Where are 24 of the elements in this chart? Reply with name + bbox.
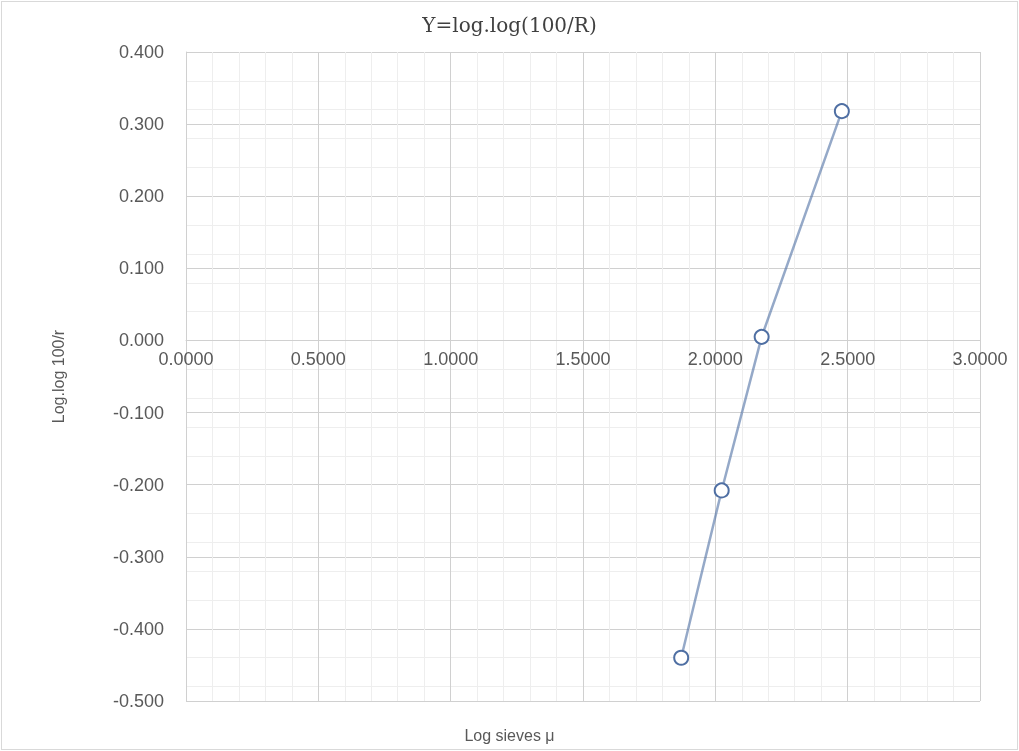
y-tick-label: -0.500: [112, 691, 164, 711]
point: [833, 103, 850, 120]
x-tick-label: 3.0000: [952, 349, 1008, 370]
y-tick-label: -0.300: [112, 546, 164, 567]
x-tick-label: 0.5000: [290, 349, 346, 370]
x-tick-label: 1.0000: [423, 349, 479, 370]
point: [673, 649, 690, 666]
y-tick-label: 0.100: [118, 258, 164, 279]
y-tick-label: 0.400: [118, 42, 164, 62]
y-tick-label: 0.000: [118, 330, 164, 351]
x-tick-label: 2.0000: [687, 349, 743, 370]
y-axis-title: Log.log 100/r: [49, 329, 67, 424]
x-tick-label: 2.5000: [820, 349, 876, 370]
x-tick-label: 1.5000: [555, 349, 611, 370]
y-tick-label: -0.400: [112, 618, 164, 639]
y-tick-label: 0.200: [118, 186, 164, 207]
point: [753, 328, 770, 345]
y-tick-label: -0.200: [112, 474, 164, 495]
x-axis-title: Log sieves μ: [464, 726, 555, 744]
x-tick-label: 0.0000: [158, 349, 214, 370]
point: [713, 482, 730, 499]
chart-title: Y=log.log(100/R): [421, 13, 597, 37]
y-tick-label: -0.100: [112, 402, 164, 423]
y-tick-label: 0.300: [118, 114, 164, 135]
